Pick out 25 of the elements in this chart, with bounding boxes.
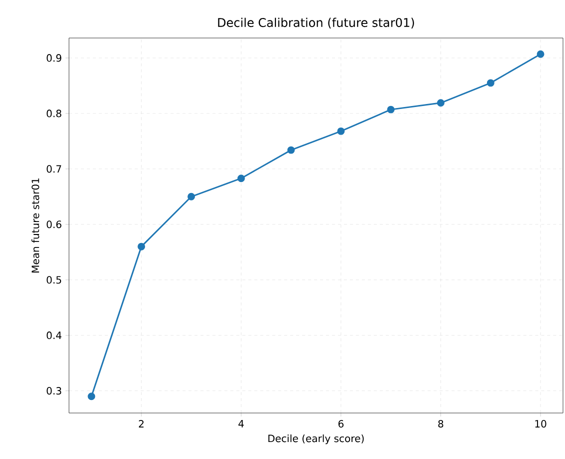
point [287,146,295,154]
x-tick-label: 2 [138,420,144,428]
x-tick-label: 4 [238,420,244,428]
chart-title: Decile Calibration (future star01) [218,18,414,28]
y-tick-label: 0.7 [46,165,62,173]
x-axis-title: Decile (early score) [268,434,364,444]
y-axis-title: Mean future star01 [31,178,40,272]
y-tick-label: 0.6 [46,220,62,228]
point [437,99,444,107]
x-tick-label: 8 [438,420,444,428]
point [387,106,395,114]
y-tick-label: 0.5 [46,276,62,284]
point [337,127,345,135]
point [536,50,544,58]
point [188,192,195,200]
point [237,174,245,182]
y-tick-label: 0.4 [46,332,62,340]
point [138,242,146,250]
point [88,392,96,400]
y-tick-label: 0.9 [46,54,62,62]
y-tick-label: 0.3 [46,387,62,395]
point [486,79,494,87]
x-tick-label: 10 [535,420,546,428]
y-tick-label: 0.8 [46,110,62,118]
x-tick-label: 6 [338,420,344,428]
